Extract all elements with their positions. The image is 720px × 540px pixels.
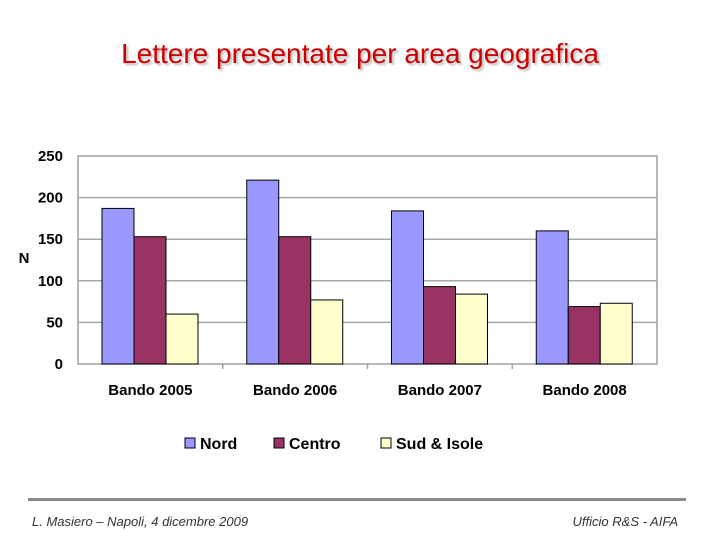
y-axis-label: N xyxy=(19,250,30,267)
x-tick-label: Bando 2007 xyxy=(398,382,482,399)
bar-nord-3 xyxy=(535,230,569,365)
y-tick-label: 200 xyxy=(38,190,63,207)
footer-presenter: L. Masiero – Napoli, 4 dicembre 2009 xyxy=(32,514,249,529)
legend-swatch xyxy=(184,437,196,449)
y-tick-label: 50 xyxy=(46,314,63,331)
y-tick-label: 0 xyxy=(55,356,63,373)
legend-label: Nord xyxy=(200,436,237,453)
y-tick-label: 100 xyxy=(38,273,63,290)
legend-label: Centro xyxy=(289,436,341,453)
bar-sud-isole-3 xyxy=(599,302,633,365)
bar-nord-1 xyxy=(246,179,280,365)
bar-sud-isole-1 xyxy=(310,299,344,365)
bar-centro-0 xyxy=(133,236,167,365)
x-tick-labels: Bando 2005 Bando 2006 Bando 2007 Bando 2008 xyxy=(108,364,627,399)
bar-centro-1 xyxy=(278,236,312,365)
legend: Nord Centro Sud & Isole xyxy=(184,436,483,453)
bar-sud-isole-2 xyxy=(455,293,488,365)
bars xyxy=(101,179,633,365)
legend-swatch xyxy=(380,437,392,449)
slide-title: Lettere presentate per area geografica xyxy=(121,38,599,69)
y-tick-labels: 0 50 100 150 200 250 xyxy=(38,148,63,373)
bar-nord-0 xyxy=(101,207,135,365)
bar-centro-2 xyxy=(423,286,456,365)
y-tick-label: 250 xyxy=(38,148,63,165)
footer-divider xyxy=(28,498,686,501)
x-tick-label: Bando 2008 xyxy=(543,382,627,399)
bar-centro-3 xyxy=(567,306,601,365)
bar-nord-2 xyxy=(391,210,424,365)
x-tick-label: Bando 2006 xyxy=(253,382,337,399)
legend-swatch xyxy=(273,437,285,449)
bar-sud-isole-0 xyxy=(165,313,199,365)
y-tick-label: 150 xyxy=(38,231,63,248)
legend-label: Sud & Isole xyxy=(396,436,483,453)
footer-office: Ufficio R&S - AIFA xyxy=(572,514,678,529)
x-tick-label: Bando 2005 xyxy=(108,382,192,399)
